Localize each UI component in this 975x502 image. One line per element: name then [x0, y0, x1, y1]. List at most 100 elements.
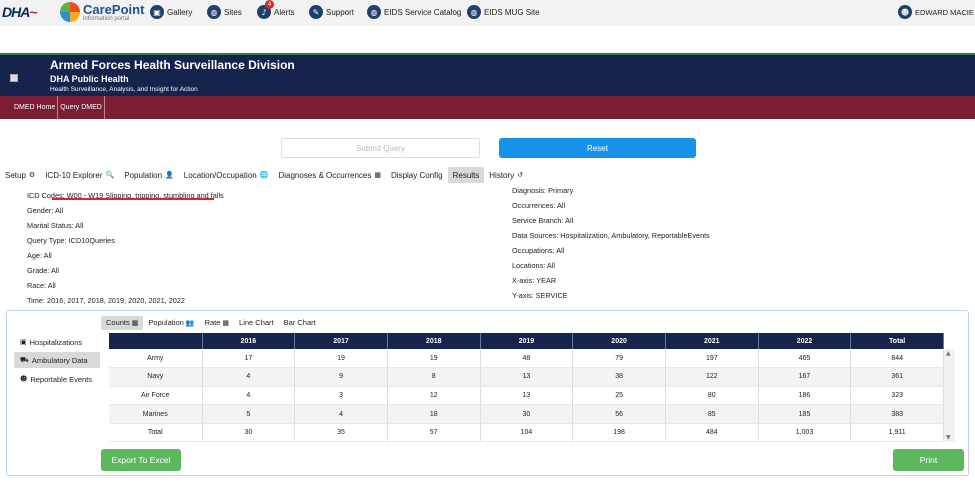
tab-bar-chart[interactable]: Bar Chart: [279, 316, 321, 330]
user-menu[interactable]: ☻ EDWARD MACIE: [898, 5, 974, 19]
tab-population[interactable]: Population 👤: [119, 167, 179, 183]
summary-icd-codes: ICD Codes: W00 - W19 Slipping, tripping,…: [27, 191, 224, 200]
nav-eids-mug-site[interactable]: ◍ EIDS MUG Site: [467, 5, 540, 19]
tab-counts[interactable]: Counts ▦: [101, 315, 144, 330]
nav-sites[interactable]: ◍ Sites: [207, 5, 242, 19]
nav-alerts[interactable]: ♪ 4 Alerts: [257, 0, 294, 19]
summary-age: Age: All: [27, 251, 52, 260]
table-cell: Marines: [109, 404, 203, 424]
table-cell: 30: [480, 404, 574, 424]
briefcase-icon: ▦: [374, 171, 382, 179]
column-header[interactable]: Total: [850, 333, 944, 349]
table-icon: ▦: [131, 318, 139, 327]
search-icon: 🔍: [105, 171, 115, 179]
column-header[interactable]: [109, 333, 203, 349]
scroll-up-icon[interactable]: ▲: [946, 350, 951, 357]
nav-gallery[interactable]: ▣ Gallery: [150, 5, 192, 19]
tab-rate[interactable]: Rate ▦: [200, 316, 234, 330]
tab-bar-chart-label: Bar Chart: [283, 318, 316, 327]
table-cell: 56: [572, 404, 666, 424]
summary-value: YEAR: [536, 276, 557, 285]
print-button[interactable]: Print: [893, 449, 964, 471]
reset-button[interactable]: Reset: [499, 138, 696, 158]
dha-logo[interactable]: DHA~: [2, 4, 38, 20]
summary-label: Time:: [27, 296, 45, 305]
tab-results[interactable]: Results: [447, 167, 485, 183]
table-cell: 80: [665, 386, 759, 406]
bell-icon: ♪ 4: [257, 0, 274, 19]
tab-diagnoses-occurrences[interactable]: Diagnoses & Occurrences ▦: [273, 167, 386, 183]
table-cell: 484: [665, 423, 759, 443]
summary-value: ICD10Queries: [68, 236, 115, 245]
tab-history-label: History: [489, 170, 515, 180]
table-cell: 185: [758, 404, 852, 424]
carepoint-logo-sub: information portal: [83, 15, 130, 22]
carepoint-logo[interactable]: CarePoint information portal: [60, 2, 144, 22]
summary-label: Age:: [27, 251, 43, 260]
table-scrollbar[interactable]: ▲ ▼: [944, 349, 955, 442]
table-cell: 4: [294, 404, 388, 424]
table-row: Total 30 35 57 104 198 484 1,003 1,911: [109, 423, 944, 443]
column-header[interactable]: 2019: [480, 333, 574, 349]
summary-value: All: [556, 246, 565, 255]
globe-icon: ◍: [367, 5, 381, 19]
tab-location-occupation[interactable]: Location/Occupation 🌐: [179, 167, 274, 183]
table-cell: 12: [387, 386, 481, 406]
summary-y-axis: Y-axis: SERVICE: [512, 291, 568, 300]
summary-value: All: [565, 216, 574, 225]
tab-line-chart[interactable]: Line Chart: [234, 316, 279, 330]
table-header-row: 2016 2017 2018 2019 2020 2021 2022 Total: [109, 333, 944, 349]
header-title: Armed Forces Health Surveillance Divisio…: [50, 58, 295, 72]
summary-value: All: [546, 261, 555, 270]
table-cell: 30: [202, 423, 296, 443]
carepoint-logo-name: CarePoint: [83, 1, 145, 17]
globe-icon: ◍: [207, 5, 221, 19]
subnav-query-dmed[interactable]: Query DMED: [58, 96, 105, 119]
column-header[interactable]: 2016: [202, 333, 296, 349]
table-cell: 4: [202, 386, 296, 406]
sidebar-item-label: Hospitalizations: [29, 337, 83, 347]
nav-support[interactable]: ✎ Support: [309, 5, 354, 19]
tab-icd10-explorer-label: ICD-10 Explorer: [45, 170, 103, 180]
table-cell: 19: [294, 349, 388, 369]
subnav-dmed-home[interactable]: DMED Home: [0, 96, 59, 119]
summary-data-sources: Data Sources: Hospitalization, Ambulator…: [512, 231, 710, 240]
globe-icon: ◍: [467, 5, 481, 19]
tab-history[interactable]: History ↺: [484, 167, 528, 183]
submit-query-button[interactable]: Submit Query: [281, 138, 480, 158]
table-cell: 25: [572, 386, 666, 406]
tab-population-results[interactable]: Population 👥: [143, 316, 199, 330]
sidebar-item-hospitalizations[interactable]: ▣ Hospitalizations: [14, 334, 100, 350]
tab-location-occupation-label: Location/Occupation: [183, 170, 257, 180]
table-cell: 122: [665, 367, 759, 387]
table-cell: 3: [294, 386, 388, 406]
tab-display-config[interactable]: Display Config: [386, 167, 448, 183]
table-cell: Total: [109, 423, 203, 443]
sidebar-item-ambulatory-data[interactable]: ⛟ Ambulatory Data: [14, 352, 100, 368]
export-to-excel-button[interactable]: Export To Excel: [101, 449, 181, 471]
results-table: 2016 2017 2018 2019 2020 2021 2022 Total…: [109, 333, 944, 443]
users-icon: ☻: [20, 375, 28, 383]
column-header[interactable]: 2022: [758, 333, 852, 349]
tab-setup[interactable]: Setup ⚙: [0, 167, 40, 183]
table-cell: 13: [480, 367, 574, 387]
tab-line-chart-label: Line Chart: [239, 318, 274, 327]
scroll-down-icon[interactable]: ▼: [946, 434, 951, 441]
table-cell: 38: [572, 367, 666, 387]
tab-diagnoses-occurrences-label: Diagnoses & Occurrences: [278, 170, 372, 180]
column-header[interactable]: 2021: [665, 333, 759, 349]
nav-eids-service-catalog[interactable]: ◍ EIDS Service Catalog: [367, 5, 461, 19]
column-header[interactable]: 2018: [387, 333, 481, 349]
summary-occurrences: Occurrences: All: [512, 201, 565, 210]
user-name: EDWARD MACIE: [915, 7, 974, 17]
table-cell: 57: [387, 423, 481, 443]
column-header[interactable]: 2020: [572, 333, 666, 349]
column-header[interactable]: 2017: [294, 333, 388, 349]
table-row: Air Force 4 3 12 13 25 80 186 323: [109, 386, 944, 406]
table-cell: 5: [202, 404, 296, 424]
summary-label: Data Sources:: [512, 231, 559, 240]
summary-label: Diagnosis:: [512, 186, 547, 195]
tab-icd10-explorer[interactable]: ICD-10 Explorer 🔍: [40, 167, 119, 183]
user-icon: 👤: [165, 171, 174, 179]
sidebar-item-reportable-events[interactable]: ☻ Reportable Events: [14, 371, 100, 387]
